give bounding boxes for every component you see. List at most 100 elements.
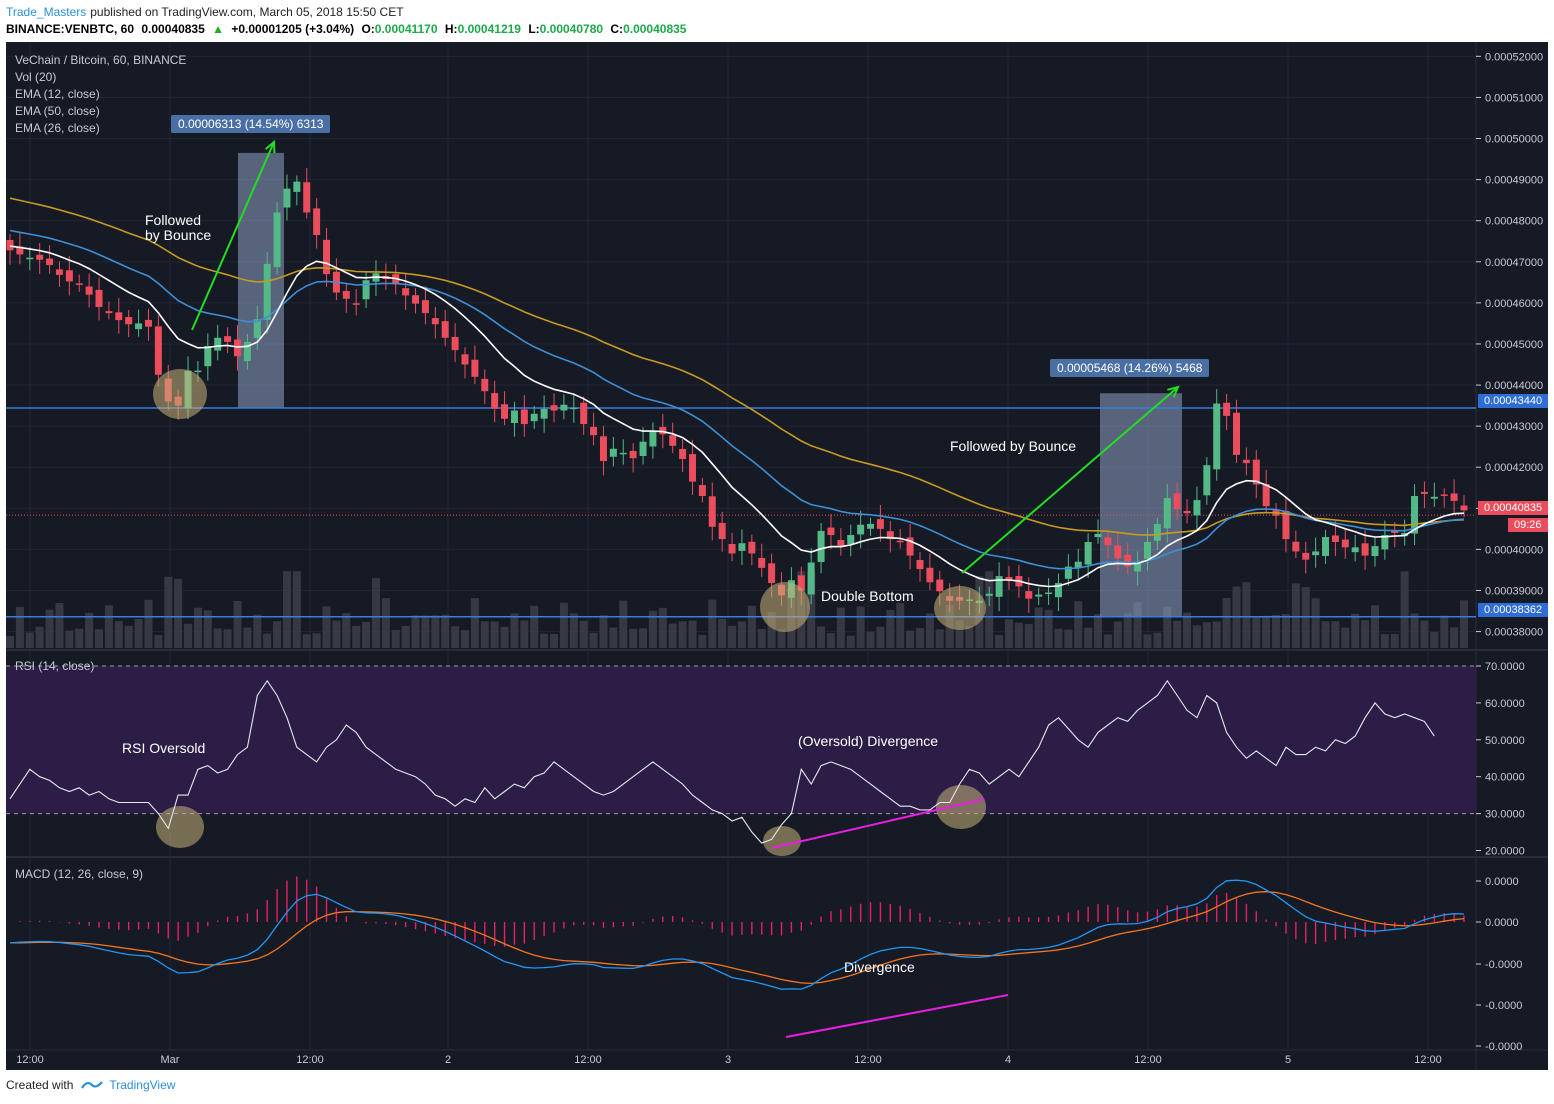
price-tick-label: 0.00052000: [1485, 51, 1543, 63]
x-tick-label: 5: [1285, 1054, 1291, 1066]
volume-bar: [500, 626, 509, 648]
macd-divergence-line: [785, 994, 1009, 1038]
ema50-line: [9, 197, 1465, 536]
volume-bar: [441, 614, 450, 648]
candle-body: [876, 519, 884, 529]
rsi-band: [6, 666, 1476, 814]
candle-body: [461, 354, 469, 365]
tradingview-link[interactable]: TradingView: [109, 1078, 176, 1092]
volume-bar: [965, 626, 974, 648]
rsi-tick-label: 60.0000: [1485, 698, 1525, 710]
candle-body: [590, 426, 598, 436]
candle-body: [768, 563, 776, 584]
candle-body: [748, 541, 756, 554]
candle-body: [75, 283, 83, 285]
volume-bar: [421, 615, 430, 648]
close-value: 0.00040835: [623, 22, 687, 36]
volume-bar: [1370, 605, 1379, 648]
volume-bar: [1192, 625, 1201, 648]
ema12-line: [9, 245, 1465, 588]
volume-bar: [728, 625, 737, 648]
high-value: 0.00041219: [457, 22, 521, 36]
annotation-bounce-2: Followed by Bounce: [950, 438, 1077, 454]
volume-bar: [1242, 582, 1251, 648]
candle-body: [639, 441, 647, 457]
volume-bar: [1351, 613, 1360, 648]
volume-bar: [391, 629, 400, 648]
candle-body: [688, 454, 696, 482]
volume-bar: [164, 576, 173, 648]
candle-body: [1361, 543, 1369, 556]
x-tick-label: 4: [1005, 1054, 1011, 1066]
candle-body: [154, 326, 162, 375]
price-tick-label: 0.00047000: [1485, 257, 1543, 269]
arrow-bounce-1-head: [265, 139, 276, 154]
candle-body: [629, 450, 637, 459]
volume-bar: [263, 633, 272, 648]
x-tick-label: 3: [725, 1054, 731, 1066]
volume-bar: [1173, 620, 1182, 648]
volume-bar: [1380, 634, 1389, 648]
chart-canvas[interactable]: 12:00 Mar 12:00 2 12:00 3 12:00 4 12:00 5 12:00 0.0…: [6, 42, 1548, 1070]
measure-label-2: 0.00005468 (14.26%) 5468: [1050, 359, 1210, 377]
volume-bar: [629, 628, 638, 648]
candle-body: [738, 543, 746, 551]
volume-bar: [757, 628, 766, 648]
candle-body: [65, 270, 73, 282]
candle-body: [728, 543, 736, 554]
candle-body: [758, 557, 766, 568]
candle-body: [362, 280, 370, 300]
candle-body: [1124, 554, 1132, 567]
macd-tick-label: -0.0000: [1485, 959, 1522, 971]
volume-bar: [1281, 614, 1290, 648]
rsi-divergence-line: [771, 798, 985, 849]
candle-body: [1440, 494, 1448, 496]
author-link[interactable]: Trade_Masters: [6, 5, 87, 19]
candle-body: [1262, 484, 1270, 507]
volume-bar: [75, 628, 84, 648]
candle-body: [520, 409, 528, 425]
volume-bar: [520, 620, 529, 648]
candle-body: [857, 524, 865, 535]
volume-bar: [1440, 615, 1449, 648]
volume-bar: [678, 621, 687, 648]
candle-body: [817, 530, 825, 563]
candle-body: [560, 404, 568, 411]
volume-bar: [817, 626, 826, 648]
candle-body: [1183, 510, 1191, 514]
price-tick-label: 0.00043000: [1485, 421, 1543, 433]
candle-body: [95, 289, 103, 307]
volume-bar: [1054, 628, 1063, 648]
x-tick-label: 12:00: [16, 1054, 44, 1066]
candle-body: [1094, 533, 1102, 538]
volume-bar: [1163, 606, 1172, 648]
volume-bar: [381, 598, 390, 648]
chart-panel[interactable]: 12:00 Mar 12:00 2 12:00 3 12:00 4 12:00 5 12:00 0.0…: [6, 42, 1548, 1070]
volume-bar: [648, 610, 657, 648]
annotation-divergence: Divergence: [844, 959, 915, 975]
candle-body: [936, 579, 944, 592]
volume-bar: [1272, 614, 1281, 648]
legend-macd: MACD (12, 26, close, 9): [15, 867, 144, 881]
price-tick-label: 0.00045000: [1485, 339, 1543, 351]
volume-bar: [282, 571, 291, 648]
volume-bar: [35, 626, 44, 648]
candle-body: [135, 323, 143, 330]
volume-bar: [1252, 616, 1261, 648]
x-tick-label: 2: [445, 1054, 451, 1066]
volume-bar: [253, 614, 262, 648]
volume-bar: [925, 613, 934, 648]
candle-body: [896, 540, 904, 543]
volume-bar: [718, 618, 727, 648]
candle-body: [550, 405, 558, 411]
candle-body: [441, 321, 449, 338]
volume-bar: [451, 626, 460, 648]
volume-bar: [1341, 627, 1350, 648]
rsi-tick-label: 70.0000: [1485, 661, 1525, 673]
highlight-circle: [934, 586, 986, 630]
candle-body: [1312, 551, 1320, 556]
highlight-circle: [936, 785, 986, 829]
candle-body: [204, 346, 212, 367]
candle-body: [1331, 535, 1339, 542]
volume-bar: [1331, 621, 1340, 648]
